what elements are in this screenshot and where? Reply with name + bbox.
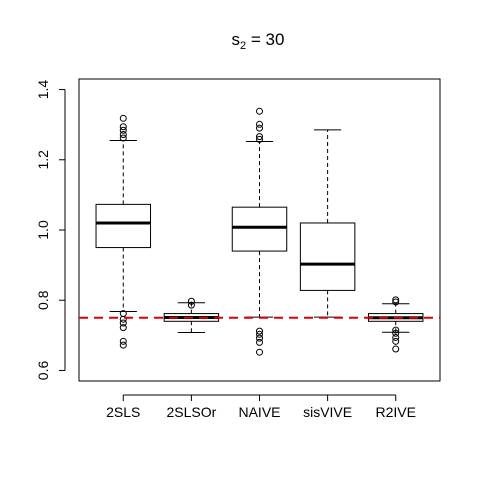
outlier-point xyxy=(392,329,400,337)
outlier-point xyxy=(256,107,263,115)
outlier-point xyxy=(392,337,400,345)
outlier-point xyxy=(119,130,127,138)
box-iqr xyxy=(95,203,152,249)
y-tick-label: 1.4 xyxy=(35,80,51,100)
outlier-point xyxy=(256,133,263,141)
outlier-point xyxy=(256,124,263,132)
outlier-point xyxy=(256,334,263,342)
outlier-point xyxy=(119,337,127,345)
chart-title-rest: = 30 xyxy=(246,30,284,49)
outlier-point xyxy=(256,327,263,335)
box-group xyxy=(163,297,220,334)
outlier-point xyxy=(392,345,400,353)
outlier-point xyxy=(256,135,263,143)
outlier-point xyxy=(256,348,263,356)
y-tick-label: 0.8 xyxy=(35,290,51,310)
y-axis: 0.6 0.8 1.0 1.2 1.4 xyxy=(35,80,66,381)
x-axis: 2SLS 2SLSOr NAIVE sisVIVE R2IVE xyxy=(106,394,416,420)
outlier-point xyxy=(392,298,400,306)
y-tick-label: 1.2 xyxy=(35,150,51,170)
outlier-point xyxy=(392,333,400,341)
box-iqr xyxy=(299,222,356,291)
outlier-point xyxy=(392,326,400,334)
x-tick-label: 2SLSOr xyxy=(166,404,216,420)
outlier-point xyxy=(256,338,263,346)
outlier-point xyxy=(187,297,195,305)
chart-title-subscript: 2 xyxy=(240,40,246,52)
outlier-point xyxy=(119,123,127,131)
y-tick-label: 1.0 xyxy=(35,220,51,240)
outlier-point xyxy=(119,310,127,318)
outlier-point xyxy=(119,324,127,332)
outlier-point xyxy=(119,134,127,142)
chart-title: s2 = 30 xyxy=(232,30,285,52)
box-group xyxy=(367,296,424,353)
box-group xyxy=(299,129,356,318)
x-tick-label: 2SLS xyxy=(106,404,140,420)
outlier-point xyxy=(187,301,195,309)
box-group xyxy=(95,114,152,349)
y-tick-label: 0.6 xyxy=(35,361,51,381)
x-tick-label: NAIVE xyxy=(238,404,280,420)
chart-title-base: s xyxy=(232,30,241,49)
outlier-point xyxy=(392,296,400,304)
box-iqr xyxy=(231,206,288,252)
outlier-point xyxy=(119,114,127,122)
outlier-point xyxy=(256,120,263,128)
plot-area-frame xyxy=(78,78,441,382)
box-group xyxy=(231,107,288,356)
outlier-point xyxy=(119,126,127,134)
x-tick-label: sisVIVE xyxy=(303,404,352,420)
x-tick-label: R2IVE xyxy=(375,404,415,420)
outlier-point xyxy=(119,319,127,327)
outlier-point xyxy=(256,330,263,338)
boxes-layer xyxy=(95,107,424,356)
outlier-point xyxy=(119,341,127,349)
